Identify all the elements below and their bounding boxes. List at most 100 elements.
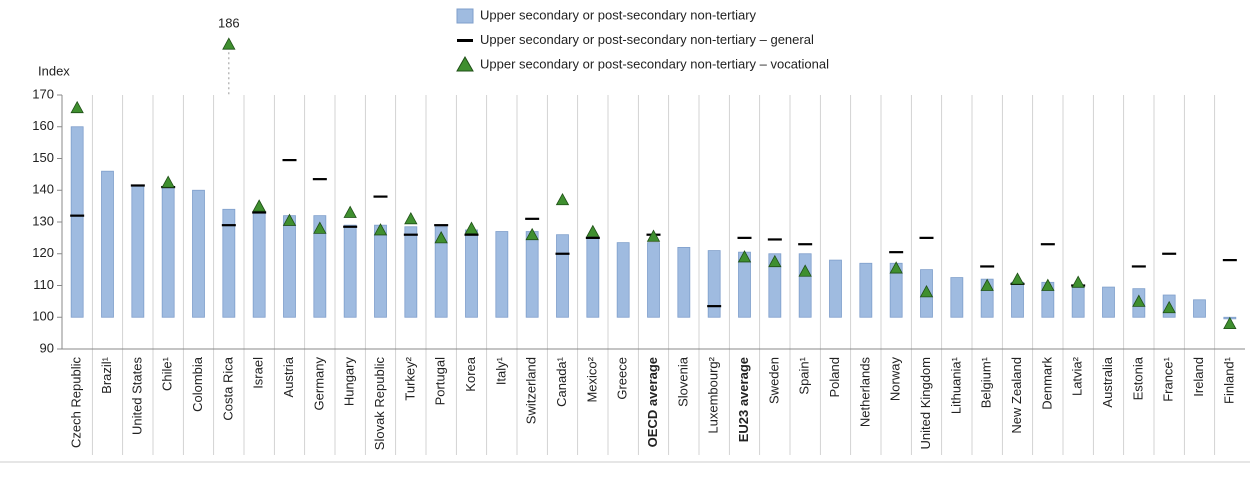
- x-tick-label: Brazil¹: [99, 356, 114, 394]
- x-tick-label: Colombia: [190, 356, 205, 412]
- bar: [525, 231, 539, 318]
- y-tick-label: 100: [32, 309, 54, 324]
- x-tick-label: United Kingdom: [918, 357, 933, 450]
- y-axis-label: Index: [38, 63, 70, 78]
- bar: [131, 185, 145, 318]
- bar: [1102, 286, 1115, 318]
- bar: [252, 212, 266, 318]
- vocational-marker: [798, 264, 812, 277]
- vocational-marker: [646, 229, 661, 242]
- x-tick-label: Poland: [827, 357, 842, 397]
- bar: [1193, 299, 1206, 318]
- y-tick-label: 110: [33, 277, 54, 292]
- bar: [859, 262, 873, 318]
- vocational-marker: [404, 211, 418, 225]
- x-tick-label: Sweden: [766, 357, 781, 404]
- vocational-marker: [313, 221, 327, 234]
- legend-swatch: [456, 8, 474, 24]
- vocational-marker: [889, 261, 903, 274]
- bar: [313, 215, 327, 318]
- legend-swatch: [456, 55, 474, 72]
- bar: [465, 229, 478, 318]
- x-tick-label: Greece: [615, 357, 630, 400]
- x-tick-label: Norway: [888, 357, 903, 402]
- bar: [829, 259, 842, 318]
- x-tick-label: Chile¹: [160, 356, 175, 391]
- x-tick-label: EU23 average: [736, 357, 751, 442]
- x-tick-label: Czech Republic: [69, 357, 84, 449]
- bar: [192, 189, 205, 318]
- bar: [1071, 285, 1085, 318]
- vocational-marker: [586, 224, 600, 237]
- vocational-marker: [980, 278, 994, 291]
- x-tick-label: Switzerland: [524, 357, 539, 424]
- x-tick-label: Latvia²: [1070, 356, 1085, 396]
- bar: [374, 224, 387, 318]
- x-tick-label: Austria: [281, 356, 296, 397]
- bar: [343, 224, 357, 318]
- x-tick-label: Estonia: [1130, 356, 1145, 400]
- x-tick-label: Ireland: [1191, 357, 1206, 397]
- vocational-marker: [525, 227, 539, 241]
- bar: [70, 126, 84, 318]
- x-tick-label: Luxembourg²: [706, 356, 721, 433]
- x-tick-label: Belgium¹: [979, 356, 994, 408]
- y-tick-label: 170: [32, 86, 54, 101]
- vocational-marker: [737, 250, 752, 263]
- x-tick-label: Spain¹: [797, 356, 812, 394]
- x-tick-label: United States: [129, 357, 144, 436]
- legend-label: Upper secondary or post-secondary non-te…: [480, 32, 814, 47]
- bar: [586, 237, 600, 318]
- y-tick-label: 140: [32, 182, 54, 197]
- vocational-marker: [464, 221, 479, 234]
- bar: [677, 246, 691, 318]
- y-tick-label: 150: [32, 150, 54, 165]
- bar: [495, 231, 509, 318]
- x-tick-label: Germany: [311, 357, 326, 411]
- x-tick-label: OECD average: [645, 357, 660, 447]
- bar: [222, 208, 236, 318]
- bar: [707, 250, 721, 318]
- vocational-marker: [555, 192, 570, 206]
- vocational-marker: [282, 213, 297, 226]
- legend-label: Upper secondary or post-secondary non-te…: [480, 56, 829, 71]
- x-tick-label: Italy¹: [493, 356, 508, 385]
- x-tick-label: Lithuania¹: [948, 356, 963, 414]
- bar: [616, 242, 630, 318]
- vocational-marker: [222, 37, 236, 50]
- off-scale-label: 186: [218, 16, 240, 31]
- bar: [1011, 281, 1024, 318]
- y-tick-label: 90: [40, 340, 54, 355]
- vocational-marker: [434, 231, 448, 244]
- x-tick-label: Korea: [463, 356, 478, 391]
- x-tick-label: Canada¹: [554, 356, 569, 407]
- x-tick-label: Netherlands: [857, 357, 872, 428]
- y-tick-label: 160: [32, 118, 54, 133]
- x-tick-label: Slovak Republic: [372, 357, 387, 451]
- bar: [798, 253, 812, 318]
- x-tick-label: New Zealand: [1009, 357, 1024, 434]
- bar: [434, 226, 448, 318]
- bar: [950, 277, 964, 318]
- vocational-marker: [1132, 294, 1146, 307]
- vocational-marker: [1162, 300, 1176, 314]
- bar: [283, 215, 296, 318]
- x-tick-label: Hungary: [342, 357, 357, 407]
- y-tick-label: 120: [32, 245, 54, 260]
- vocational-marker: [1071, 275, 1085, 288]
- x-tick-label: Israel: [251, 357, 266, 389]
- bar: [101, 170, 114, 318]
- x-tick-label: France¹: [1161, 356, 1176, 401]
- bar: [647, 242, 660, 318]
- y-tick-label: 130: [32, 213, 54, 228]
- x-tick-label: Slovenia: [675, 356, 690, 407]
- x-tick-label: Mexico²: [584, 356, 599, 402]
- vocational-marker: [70, 100, 84, 114]
- vocational-marker: [1223, 316, 1237, 330]
- bar: [404, 226, 418, 318]
- x-tick-label: Costa Rica: [220, 356, 235, 420]
- x-tick-label: Australia: [1100, 356, 1115, 407]
- vocational-marker: [768, 254, 782, 268]
- vocational-marker: [1041, 278, 1055, 291]
